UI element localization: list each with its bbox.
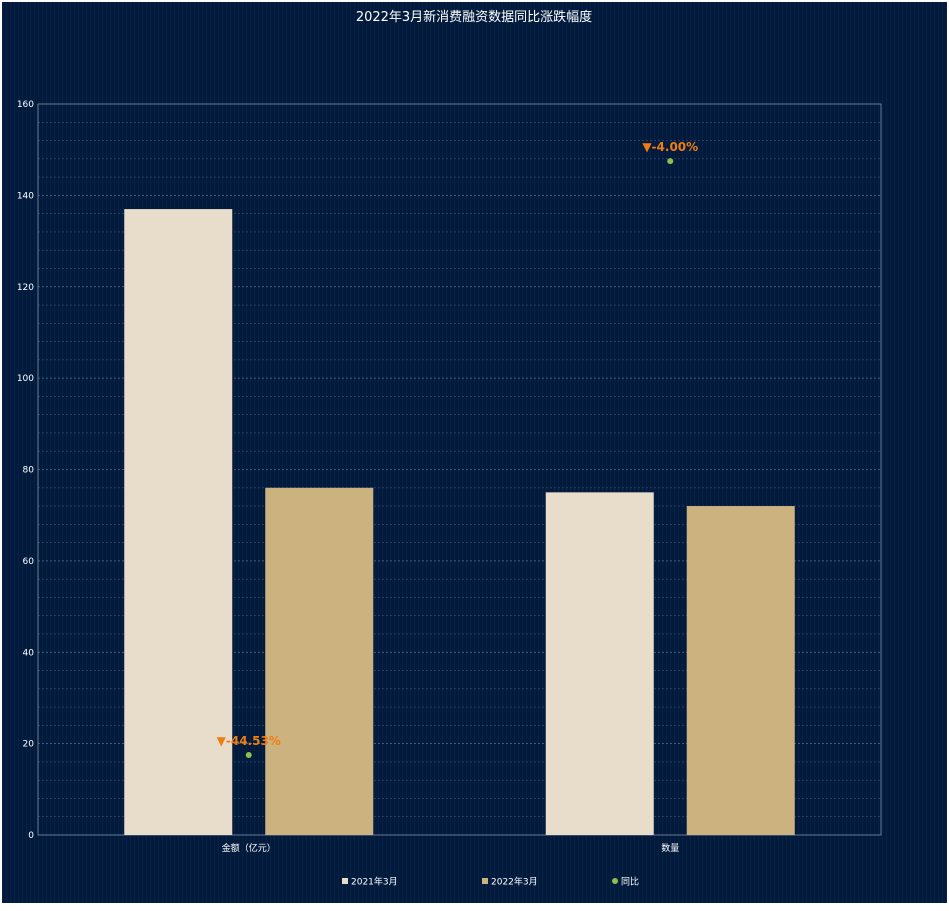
bar-1-1 [124, 209, 233, 836]
y-tick-label: 160 [17, 100, 34, 110]
y-tick-label: 120 [17, 283, 34, 293]
legend-label: 2021年3月 [351, 876, 398, 888]
bar-2-1 [265, 487, 374, 835]
legend-swatch [342, 878, 348, 884]
y-tick-label: 80 [23, 466, 35, 476]
y-tick-label: 0 [28, 831, 34, 841]
yoy-point [245, 752, 252, 759]
y-tick-label: 100 [17, 374, 34, 384]
y-tick-label: 20 [23, 740, 35, 750]
legend-swatch [612, 878, 618, 884]
y-tick-label: 40 [23, 648, 35, 658]
y-tick-label: 60 [23, 557, 35, 567]
yoy-label: ▼-44.53% [217, 734, 281, 748]
x-tick-label: 金额（亿元） [222, 842, 276, 854]
bar-2-2 [686, 506, 795, 835]
bar-1-2 [545, 492, 654, 835]
yoy-label: ▼-4.00% [642, 140, 698, 154]
legend-layer: 2021年3月 2022年3月 同比 [342, 876, 639, 888]
chart-title: 2022年3月新消费融资数据同比涨跌幅度 [356, 9, 592, 25]
bars-layer [124, 209, 795, 836]
y-tick-label: 140 [17, 191, 34, 201]
yoy-layer: ▼-44.53% ▼-4.00% [217, 140, 698, 759]
legend-label: 2022年3月 [491, 876, 538, 888]
yoy-point [667, 158, 674, 165]
legend-label: 同比 [621, 876, 639, 888]
plot-area-border [37, 103, 882, 836]
axis-layer: 0 20 40 60 80 100 120 140 160 金额（亿元） 数量 [17, 100, 882, 854]
x-tick-label: 数量 [661, 842, 679, 854]
legend-swatch [482, 878, 488, 884]
